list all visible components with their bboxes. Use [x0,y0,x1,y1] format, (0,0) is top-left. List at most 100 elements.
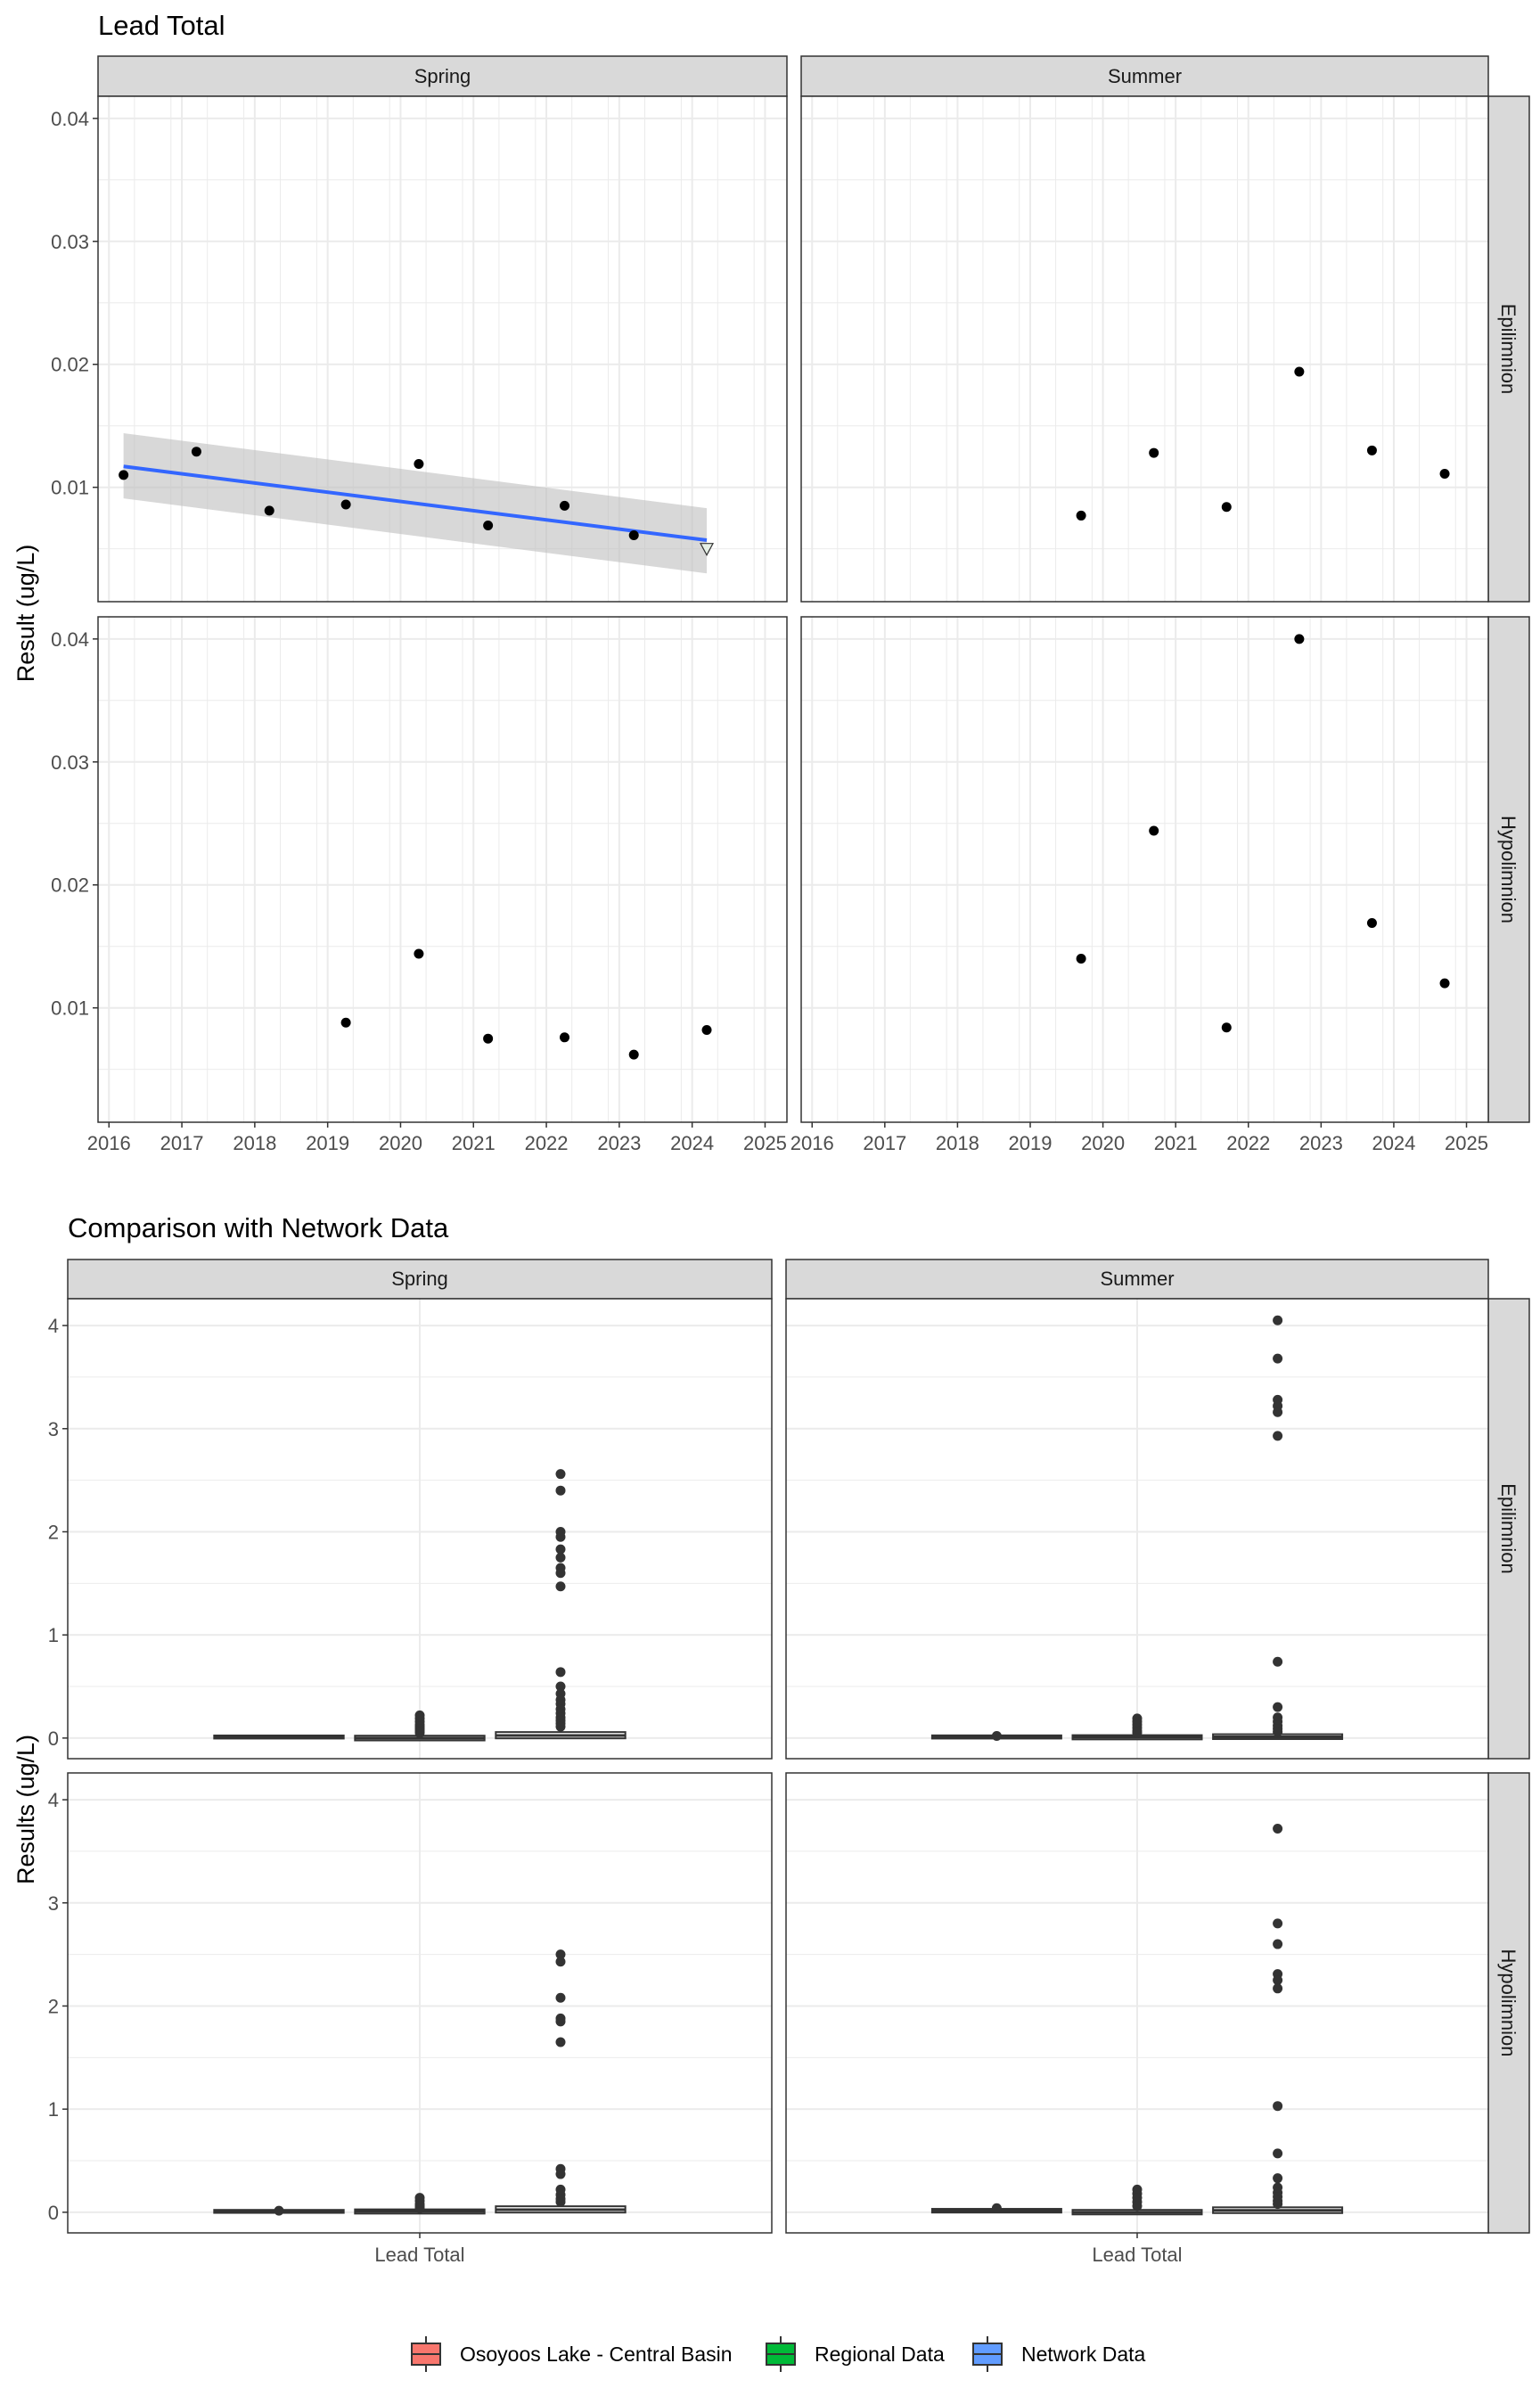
x-tick-label: Lead Total [374,2244,464,2266]
facet-strip-label: Summer [1100,1268,1174,1290]
outlier-point [274,2205,284,2216]
outlier-point [555,1485,566,1496]
panel-border [97,95,788,603]
y-tick-label: 0.04 [51,628,89,651]
outlier-point [1273,1727,1283,1737]
facet-strip [97,55,788,97]
legend-item: Regional Data [766,2336,945,2372]
legend-item: Osoyoos Lake - Central Basin [411,2336,733,2372]
y-tick-label: 0.03 [51,231,89,253]
outlier-point [555,1721,566,1732]
y-tick-label: 0.01 [51,997,89,1020]
facet-strip [1487,1772,1530,2234]
data-point [1149,447,1159,458]
panel-border [97,616,788,1123]
data-point [414,458,424,469]
data-point [1294,366,1305,377]
outlier-point [1273,2199,1283,2210]
data-point [191,447,201,457]
legend-item: Network Data [972,2336,1146,2372]
outlier-point [555,1581,566,1592]
y-tick-label: 0.03 [51,751,89,774]
chart-title: Comparison with Network Data [68,1212,449,1243]
outlier-point [555,2016,566,2027]
facet-panel [785,1298,1489,1760]
y-tick-label: 3 [48,1892,59,1915]
facet-panel [800,95,1489,603]
outlier-point [1273,1431,1283,1441]
legend-label: Regional Data [815,2343,945,2366]
y-tick-label: 2 [48,1521,59,1543]
outlier-point [555,1681,566,1692]
data-point [628,1049,639,1060]
data-point [414,948,424,959]
outlier-point [555,1949,566,1960]
data-point [1149,825,1159,836]
y-tick-label: 2 [48,1995,59,2017]
outlier-point [1273,1918,1283,1929]
y-tick-label: 1 [48,1624,59,1646]
legend: Osoyoos Lake - Central Basin Regional Dat… [411,2336,1146,2372]
outlier-point [555,2196,566,2207]
outlier-point [555,1544,566,1555]
panel-border [800,616,1489,1123]
x-tick-label: 2016 [790,1132,834,1154]
data-point [1366,445,1377,455]
panel-background [801,96,1488,602]
chart-title: Lead Total [98,10,225,41]
y-tick-label: 0 [48,1727,59,1750]
trend-line [123,464,708,543]
facet-panel: 0.01 0.02 0.03 0.04 [51,95,788,603]
x-tick-label: 2018 [233,1132,276,1154]
facet-strip-label: Summer [1108,65,1182,87]
outlier-point [555,1552,566,1563]
data-point [264,505,274,516]
outlier-point [1273,1656,1283,1667]
outlier-point [1132,1727,1143,1738]
facet-strip [67,1259,773,1300]
y-tick-label: 0.01 [51,477,89,499]
data-point [340,499,351,510]
y-tick-label: 0.04 [51,108,89,130]
outlier-point [555,1992,566,2003]
data-point [1366,918,1377,929]
outlier-point [414,1727,425,1738]
data-point [1076,510,1086,521]
facet-strip-label: Spring [391,1268,448,1290]
outlier-point [1273,1407,1283,1417]
outlier-point [555,1667,566,1678]
outlier-point [1273,1353,1283,1364]
outlier-point [1273,2173,1283,2184]
x-tick-label: 2017 [160,1132,204,1154]
data-point [560,1032,570,1043]
outlier-point [555,2169,566,2179]
x-tick-label: 2020 [1081,1132,1125,1154]
outlier-point [1273,2148,1283,2159]
data-point [1221,502,1232,513]
outlier-point [1273,1983,1283,1994]
facet-panel [785,1772,1489,2238]
facet-strip-label: Epilimnion [1497,1483,1520,1574]
outlier-point [414,2203,425,2213]
panel-border [785,1298,1489,1760]
outlier-point [1273,1823,1283,1834]
y-tick-label: 1 [48,2098,59,2121]
facet-panel: 0.01 0.02 0.03 0.04 2016 2017 2018 2019 2020 2021… [51,616,788,1154]
facet-strip [785,1259,1489,1300]
x-tick-label: 2021 [1154,1132,1198,1154]
facet-strip [1487,95,1530,603]
facet-panel: 0 1 2 3 4 [48,1772,773,2238]
x-tick-label: 2019 [1009,1132,1053,1154]
data-point [1076,954,1086,964]
x-tick-label: 2017 [863,1132,906,1154]
data-point [1294,634,1305,644]
data-point [1439,978,1450,989]
x-tick-label: 2024 [670,1132,714,1154]
data-point [560,500,570,511]
y-tick-label: 3 [48,1418,59,1440]
outlier-point [555,1531,566,1542]
facet-panel: 0 1 2 3 4 [48,1298,773,1760]
data-point [483,1033,494,1044]
data-point [1221,1022,1232,1033]
comparison-chart: Comparison with Network Data Results (ug… [12,1212,1530,2372]
